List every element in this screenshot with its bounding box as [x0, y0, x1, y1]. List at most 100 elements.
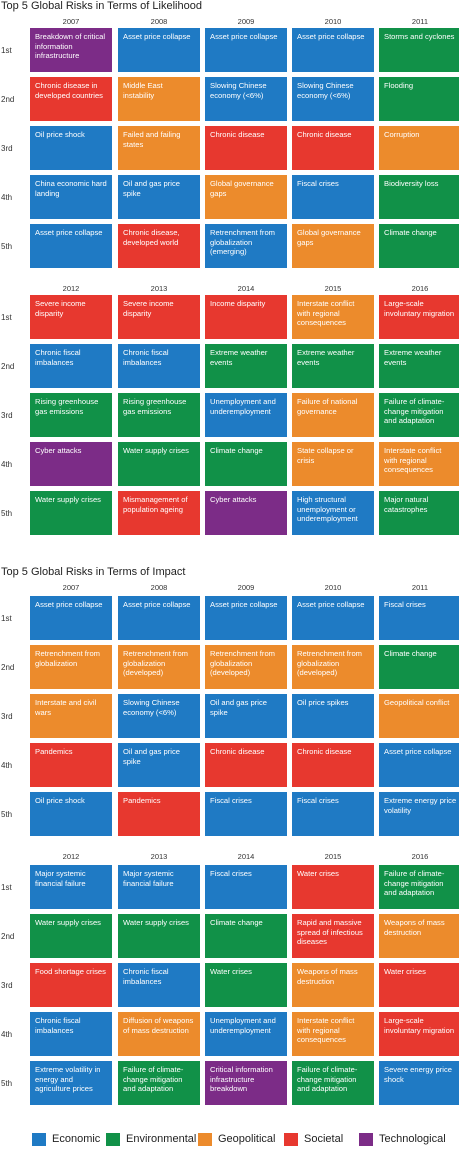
- risk-cell: Asset price collapse: [292, 28, 374, 72]
- risk-cell: Chronic fiscal imbalances: [118, 344, 200, 388]
- risk-cell: Water supply crises: [118, 914, 200, 958]
- risk-cell: Retrenchment from globalization (develop…: [118, 645, 200, 689]
- risk-cell: Chronic fiscal imbalances: [30, 1012, 112, 1056]
- risk-cell: Rising greenhouse gas emissions: [30, 393, 112, 437]
- year-label: 2010: [324, 17, 342, 26]
- year-label: 2008: [150, 583, 168, 592]
- risk-cell: Fiscal crises: [292, 792, 374, 836]
- risk-cell: Failure of climate-change mitigation and…: [379, 865, 459, 909]
- risk-cell: China economic hard landing: [30, 175, 112, 219]
- risk-cell: Oil and gas price spike: [118, 175, 200, 219]
- risk-cell: Slowing Chinese economy (<6%): [205, 77, 287, 121]
- risk-cell: Climate change: [379, 224, 459, 268]
- year-label: 2010: [324, 583, 342, 592]
- risk-cell: Middle East instability: [118, 77, 200, 121]
- risk-cell: Mismanagement of population ageing: [118, 491, 200, 535]
- risk-cell: Extreme weather events: [379, 344, 459, 388]
- legend-label: Economic: [52, 1133, 101, 1145]
- rank-label: 5th: [1, 1079, 13, 1088]
- risk-cell: Extreme weather events: [292, 344, 374, 388]
- risk-cell: Flooding: [379, 77, 459, 121]
- risk-cell: Rapid and massive spread of infectious d…: [292, 914, 374, 958]
- risk-cell: Fiscal crises: [205, 865, 287, 909]
- legend-label: Environmental: [126, 1133, 197, 1145]
- year-label: 2007: [62, 17, 80, 26]
- chart-title: Top 5 Global Risks in Terms of Impact: [1, 566, 186, 578]
- rank-label: 5th: [1, 810, 13, 819]
- risk-cell: Extreme weather events: [205, 344, 287, 388]
- risk-cell: Cyber attacks: [205, 491, 287, 535]
- risk-cell: Diffusion of weapons of mass destruction: [118, 1012, 200, 1056]
- risk-cell: Oil and gas price spike: [205, 694, 287, 738]
- year-label: 2015: [324, 284, 342, 293]
- legend-label: Geopolitical: [218, 1133, 276, 1145]
- risk-cell: Biodiversity loss: [379, 175, 459, 219]
- risk-cell: Climate change: [205, 914, 287, 958]
- risk-cell: Large-scale involuntary migration: [379, 295, 459, 339]
- risk-cell: Chronic disease, developed world: [118, 224, 200, 268]
- risk-cell: Failed and failing states: [118, 126, 200, 170]
- chart-title: Top 5 Global Risks in Terms of Likelihoo…: [1, 0, 202, 12]
- risk-cell: Failure of climate-change mitigation and…: [292, 1061, 374, 1105]
- rank-label: 2nd: [1, 362, 15, 371]
- rank-label: 3rd: [1, 712, 13, 721]
- risk-cell: Slowing Chinese economy (<6%): [118, 694, 200, 738]
- rank-label: 5th: [1, 242, 13, 251]
- year-label: 2009: [237, 583, 255, 592]
- risk-cell: Extreme volatility in energy and agricul…: [30, 1061, 112, 1105]
- legend-label: Societal: [304, 1133, 344, 1145]
- risk-cell: Chronic disease: [292, 743, 374, 787]
- risk-cell: Water supply crises: [30, 491, 112, 535]
- risk-cell: Critical information infrastructure brea…: [205, 1061, 287, 1105]
- risk-cell: Food shortage crises: [30, 963, 112, 1007]
- risk-cell: Fiscal crises: [205, 792, 287, 836]
- rank-label: 3rd: [1, 981, 13, 990]
- risk-cell: Water supply crises: [118, 442, 200, 486]
- rank-label: 4th: [1, 1030, 13, 1039]
- rank-label: 2nd: [1, 663, 15, 672]
- risk-cell: Geopolitical conflict: [379, 694, 459, 738]
- risk-cell: Asset price collapse: [118, 28, 200, 72]
- risk-cell: Oil price shock: [30, 792, 112, 836]
- rank-label: 3rd: [1, 411, 13, 420]
- risk-cell: Retrenchment from globalization: [30, 645, 112, 689]
- rank-label: 4th: [1, 761, 13, 770]
- risk-cell: Storms and cyclones: [379, 28, 459, 72]
- rank-label: 4th: [1, 193, 13, 202]
- risk-cell: Unemployment and underemployment: [205, 1012, 287, 1056]
- risk-cell: Asset price collapse: [30, 224, 112, 268]
- year-label: 2015: [324, 852, 342, 861]
- legend-swatch: [32, 1133, 46, 1146]
- risk-cell: Water crises: [379, 963, 459, 1007]
- legend-swatch: [284, 1133, 298, 1146]
- risk-cell: Severe energy price shock: [379, 1061, 459, 1105]
- risk-cell: Major systemic financial failure: [30, 865, 112, 909]
- risk-cell: Chronic disease in developed countries: [30, 77, 112, 121]
- risk-cell: Failure of climate-change mitigation and…: [379, 393, 459, 437]
- risk-cell: Extreme energy price volatility: [379, 792, 459, 836]
- risk-cell: Water supply crises: [30, 914, 112, 958]
- risk-cell: Water crises: [292, 865, 374, 909]
- risk-cell: Chronic fiscal imbalances: [30, 344, 112, 388]
- risk-cell: Large-scale involuntary migration: [379, 1012, 459, 1056]
- risk-cell: Climate change: [379, 645, 459, 689]
- risk-cell: Major systemic financial failure: [118, 865, 200, 909]
- risk-cell: Interstate conflict with regional conseq…: [379, 442, 459, 486]
- rank-label: 3rd: [1, 144, 13, 153]
- year-label: 2014: [237, 852, 255, 861]
- risk-cell: Global governance gaps: [292, 224, 374, 268]
- risk-cell: Chronic fiscal imbalances: [118, 963, 200, 1007]
- risk-cell: Pandemics: [30, 743, 112, 787]
- rank-label: 1st: [1, 313, 12, 322]
- risk-cell: Corruption: [379, 126, 459, 170]
- year-label: 2016: [411, 852, 429, 861]
- risk-cell: Severe income disparity: [118, 295, 200, 339]
- risk-cell: Retrenchment from globalization (develop…: [205, 645, 287, 689]
- risk-cell: Chronic disease: [205, 743, 287, 787]
- rank-label: 4th: [1, 460, 13, 469]
- risk-cell: Fiscal crises: [292, 175, 374, 219]
- risk-cell: State collapse or crisis: [292, 442, 374, 486]
- risk-cell: Failure of national governance: [292, 393, 374, 437]
- risk-cell: Asset price collapse: [205, 596, 287, 640]
- risk-cell: Chronic disease: [205, 126, 287, 170]
